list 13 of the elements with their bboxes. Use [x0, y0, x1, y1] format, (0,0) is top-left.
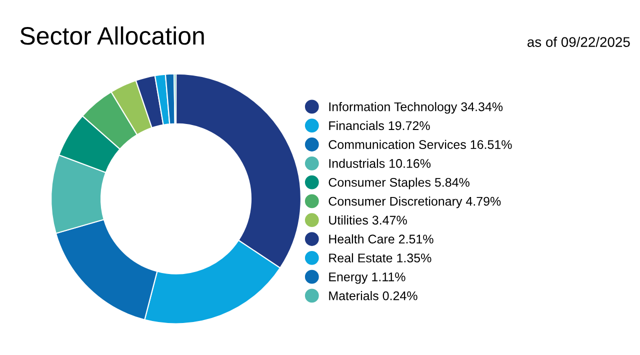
legend-label: Information Technology 34.34% [329, 102, 503, 114]
legend-label: Energy 1.11% [329, 272, 406, 284]
legend-label: Financials 19.72% [329, 120, 430, 130]
legend-label: Consumer Discretionary 4.79% [328, 196, 501, 208]
legend-label: Utilities 3.47% [329, 215, 407, 225]
text: as of 09/22/2025 [528, 36, 630, 47]
chart-title: Sector Allocation [20, 26, 204, 45]
legend-label: Industrials 10.16% [329, 158, 431, 168]
legend-label: Real Estate 1.35% [329, 253, 432, 262]
legend-label: Consumer Staples 5.84% [328, 178, 470, 190]
legend-label: Materials 0.24% [329, 291, 418, 300]
legend-label: Communication Services 16.51% [328, 140, 512, 149]
legend-label: Health Care 2.51% [329, 234, 434, 244]
